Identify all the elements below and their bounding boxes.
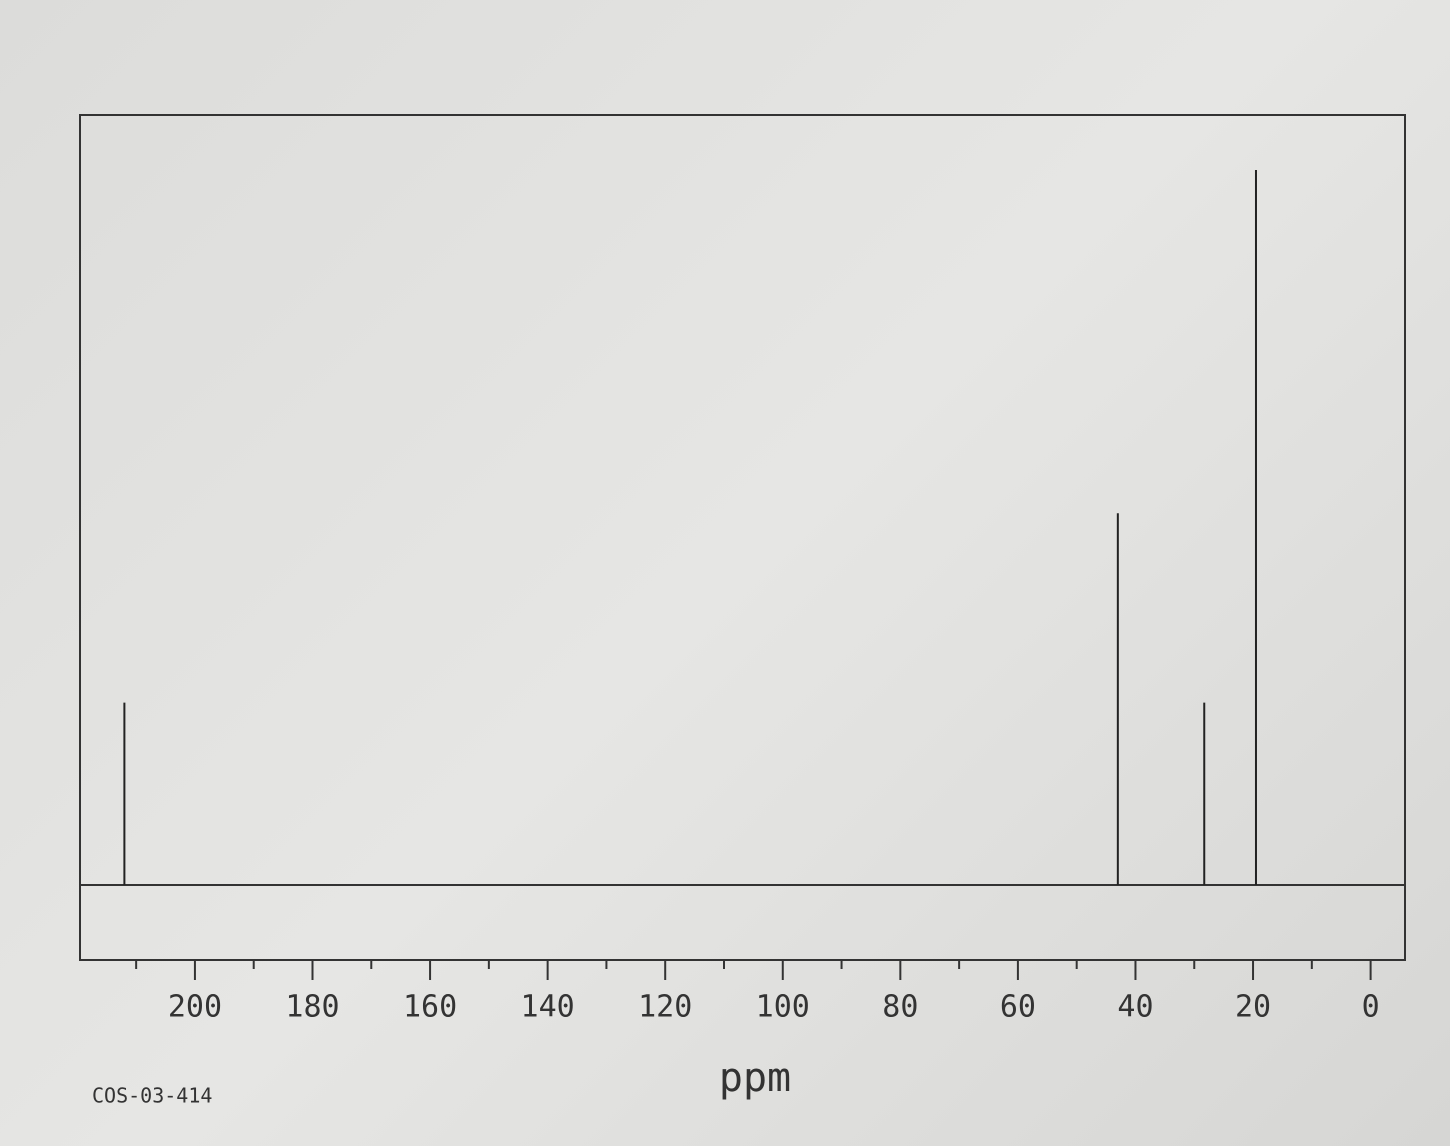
x-tick-label: 160 <box>403 990 457 1025</box>
x-tick-label: 100 <box>756 990 810 1025</box>
plot-frame <box>79 114 1406 961</box>
x-tick-label: 40 <box>1117 990 1153 1025</box>
x-axis-label: ppm <box>719 1055 791 1101</box>
x-tick-label: 60 <box>1000 990 1036 1025</box>
x-tick-label: 200 <box>168 990 222 1025</box>
x-tick-label: 120 <box>638 990 692 1025</box>
x-tick-label: 0 <box>1362 990 1380 1025</box>
spectrum-code: COS-03-414 <box>92 1084 212 1108</box>
x-tick-label: 20 <box>1235 990 1271 1025</box>
x-tick-label: 80 <box>882 990 918 1025</box>
x-tick-label: 140 <box>521 990 575 1025</box>
x-tick-label: 180 <box>285 990 339 1025</box>
